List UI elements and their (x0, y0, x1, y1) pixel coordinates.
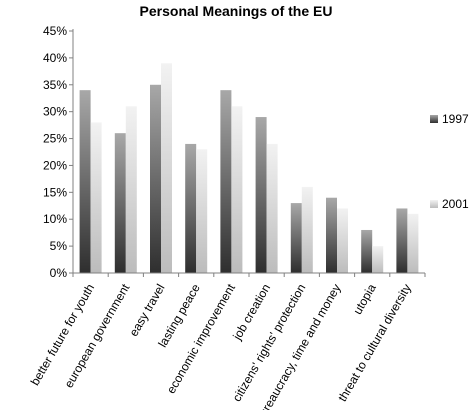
legend-swatch-2001 (430, 200, 438, 208)
bar-1997-1 (114, 133, 126, 273)
y-tick-label: 45% (43, 24, 67, 38)
bar-2001-7 (337, 208, 348, 273)
x-category-label: better future for youth (28, 282, 97, 388)
x-category-label: european government (62, 281, 133, 390)
legend-label-1997: 1997 (442, 112, 469, 126)
bar-2001-3 (196, 149, 208, 273)
y-tick-label: 20% (43, 158, 67, 172)
bar-1997-9 (396, 208, 408, 273)
x-category-label: threat to cultural diversity (335, 282, 414, 405)
bar-2001-1 (125, 106, 137, 274)
bar-2001-6 (301, 186, 313, 273)
x-category-label: easy travel (126, 282, 167, 339)
y-tick-label: 15% (43, 185, 67, 199)
bar-1997-6 (290, 203, 302, 273)
bar-1997-3 (185, 143, 197, 273)
chart-title: Personal Meanings of the EU (140, 3, 333, 19)
y-tick-label: 35% (43, 78, 67, 92)
bar-2001-0 (90, 122, 102, 273)
y-tick-label: 40% (43, 51, 67, 65)
bar-1997-2 (150, 84, 161, 274)
bar-1997-4 (220, 90, 232, 274)
bar-2001-4 (231, 106, 243, 274)
legend-swatch-1997 (430, 115, 438, 123)
x-category-label: economic improvement (164, 281, 238, 396)
bar-2001-5 (266, 143, 278, 273)
bar-2001-2 (161, 63, 172, 274)
bar-1997-0 (79, 90, 91, 274)
y-tick-label: 25% (43, 132, 67, 146)
legend-label-2001: 2001 (442, 197, 469, 211)
y-tick-label: 30% (43, 105, 67, 119)
bar-2001-9 (407, 213, 419, 273)
y-tick-label: 0% (50, 266, 68, 280)
y-tick-label: 5% (50, 239, 68, 253)
bar-1997-5 (255, 117, 267, 274)
y-tick-label: 10% (43, 212, 67, 226)
bar-1997-8 (361, 229, 373, 273)
bar-1997-7 (326, 197, 337, 273)
bar-2001-8 (372, 246, 384, 273)
x-category-label: utopia (350, 281, 379, 317)
